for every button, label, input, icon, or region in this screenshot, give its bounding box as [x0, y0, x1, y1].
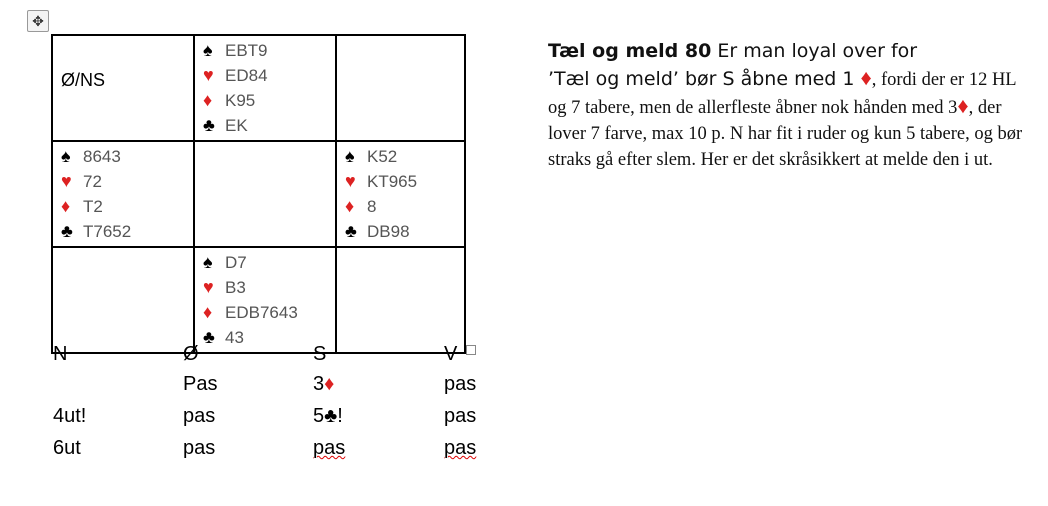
- west-club-holding: ♣ T7652: [61, 219, 185, 244]
- west-heart-holding: ♥ 72: [61, 169, 185, 194]
- south-diamond-holding: ♦ EDB7643: [203, 300, 327, 325]
- bid: pas: [444, 437, 477, 459]
- diamond-icon: ♦: [345, 196, 355, 216]
- cards: EDB7643: [225, 303, 298, 322]
- south-heart-holding: ♥ B3: [203, 275, 327, 300]
- east-club-holding: ♣ DB98: [345, 219, 456, 244]
- diamond-icon: ♦: [860, 65, 872, 90]
- heart-icon: ♥: [203, 277, 214, 297]
- bid: pas: [183, 405, 216, 427]
- empty-cell: [335, 246, 466, 354]
- center-cell: [193, 140, 337, 248]
- cell-end-marker: [466, 345, 476, 355]
- bid: 3♦: [313, 373, 335, 395]
- diamond-icon: ♦: [203, 302, 213, 322]
- east-spade-holding: ♠ K52: [345, 144, 456, 169]
- west-hand: ♠ 8643 ♥ 72 ♦ T2 ♣ T7652: [51, 140, 195, 248]
- bid: V: [444, 343, 458, 365]
- bid: pas: [444, 373, 477, 395]
- bid: pas: [183, 437, 216, 459]
- article-text: Tæl og meld 80 Er man loyal over for ’Tæl…: [548, 38, 1038, 173]
- cards: 72: [83, 172, 102, 191]
- article-text-part: Er man loyal over for: [711, 40, 918, 62]
- article-text-part: , fordi der er 12 HL og 7 tabere, men de…: [548, 70, 1016, 118]
- bid: pas: [313, 437, 346, 459]
- south-hand: ♠ D7 ♥ B3 ♦ EDB7643 ♣ 43: [193, 246, 337, 354]
- north-spade-holding: ♠ EBT9: [203, 38, 327, 63]
- article-text-part: ’Tæl og meld’ bør S åbne med 1: [548, 68, 861, 90]
- spade-icon: ♠: [345, 146, 355, 166]
- east-hand: ♠ K52 ♥ KT965 ♦ 8 ♣ DB98: [335, 140, 466, 248]
- west-spade-holding: ♠ 8643: [61, 144, 185, 169]
- diamond-icon: ♦: [203, 90, 213, 110]
- cards: T2: [83, 197, 103, 216]
- cards: KT965: [367, 172, 418, 191]
- north-hand: ♠ EBT9 ♥ ED84 ♦ K95 ♣ EK: [193, 34, 337, 142]
- bid: 4ut!: [53, 405, 87, 427]
- east-diamond-holding: ♦ 8: [345, 194, 456, 219]
- west-diamond-holding: ♦ T2: [61, 194, 185, 219]
- vulnerability-cell: Ø/NS: [51, 34, 195, 142]
- cards: D7: [225, 253, 247, 272]
- cards: DB98: [367, 222, 410, 241]
- bid: S: [313, 343, 327, 365]
- east-heart-holding: ♥ KT965: [345, 169, 456, 194]
- club-icon: ♣: [324, 405, 338, 427]
- cards: K52: [367, 147, 398, 166]
- empty-cell: [335, 34, 466, 142]
- south-spade-holding: ♠ D7: [203, 250, 327, 275]
- north-club-holding: ♣ EK: [203, 113, 327, 138]
- heart-icon: ♥: [203, 65, 214, 85]
- north-heart-holding: ♥ ED84: [203, 63, 327, 88]
- north-diamond-holding: ♦ K95: [203, 88, 327, 113]
- bid: 6ut: [53, 437, 81, 459]
- cards: K95: [225, 91, 256, 110]
- south-club-holding: ♣ 43: [203, 325, 327, 350]
- cards: T7652: [83, 222, 132, 241]
- article-title: Tæl og meld 80: [548, 40, 712, 62]
- club-icon: ♣: [203, 115, 215, 135]
- cards: 8: [367, 197, 377, 216]
- club-icon: ♣: [345, 221, 357, 241]
- cards: EBT9: [225, 41, 268, 60]
- heart-icon: ♥: [61, 171, 72, 191]
- cards: ED84: [225, 66, 268, 85]
- heart-icon: ♥: [345, 171, 356, 191]
- club-icon: ♣: [203, 327, 215, 347]
- club-icon: ♣: [61, 221, 73, 241]
- table-move-handle-icon[interactable]: ✥: [27, 10, 49, 32]
- vulnerability: Ø/NS: [61, 70, 106, 90]
- spade-icon: ♠: [61, 146, 71, 166]
- cards: EK: [225, 116, 248, 135]
- bid: 5♣!: [313, 405, 343, 427]
- diamond-icon: ♦: [957, 93, 969, 118]
- bid: pas: [444, 405, 477, 427]
- cards: 43: [225, 328, 244, 347]
- article-text-part: , der lover 7 farve, max 10 p. N har fit…: [548, 98, 1023, 170]
- diamond-icon: ♦: [61, 196, 71, 216]
- spade-icon: ♠: [203, 252, 213, 272]
- bid: N: [53, 343, 68, 365]
- empty-cell: [51, 246, 195, 354]
- cards: B3: [225, 278, 246, 297]
- cards: 8643: [83, 147, 121, 166]
- diamond-icon: ♦: [324, 373, 335, 395]
- spade-icon: ♠: [203, 40, 213, 60]
- bid: Ø: [183, 343, 199, 365]
- bid: Pas: [183, 373, 218, 395]
- deal-diagram: Ø/NS ♠ EBT9 ♥ ED84 ♦ K95 ♣ EK ♠ 8643 ♥ 72 ♦ T2 ♣ T7652…: [51, 34, 466, 354]
